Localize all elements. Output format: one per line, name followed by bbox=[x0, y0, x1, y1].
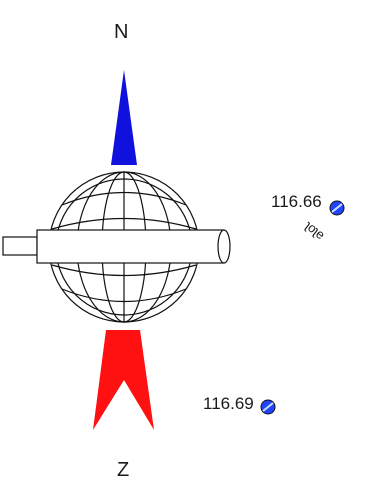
spot-marker-1 bbox=[329, 200, 345, 216]
spot-height-label: 116.69 bbox=[203, 394, 254, 413]
spot-height-label: 116.66 bbox=[271, 192, 322, 211]
south-label: Z bbox=[117, 459, 130, 481]
spot-marker-2 bbox=[260, 399, 276, 415]
north-arrow bbox=[111, 70, 137, 165]
telescope-tube bbox=[2, 229, 231, 264]
north-label: N bbox=[114, 21, 129, 43]
south-arrow bbox=[93, 330, 154, 430]
